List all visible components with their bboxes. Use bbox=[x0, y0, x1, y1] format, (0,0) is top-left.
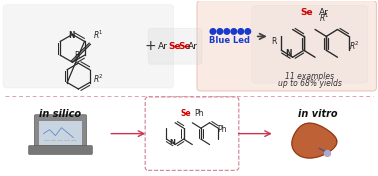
Text: N: N bbox=[285, 49, 292, 58]
Circle shape bbox=[245, 29, 251, 34]
Text: Ar: Ar bbox=[319, 8, 329, 17]
Circle shape bbox=[210, 29, 216, 34]
FancyBboxPatch shape bbox=[3, 5, 174, 88]
Text: Se: Se bbox=[301, 8, 313, 17]
Text: $R^1$: $R^1$ bbox=[319, 11, 330, 24]
Text: Se: Se bbox=[181, 109, 191, 118]
Circle shape bbox=[238, 29, 243, 34]
Text: $R^2$: $R^2$ bbox=[349, 39, 360, 52]
FancyBboxPatch shape bbox=[252, 6, 367, 83]
Circle shape bbox=[224, 29, 230, 34]
Text: Se: Se bbox=[178, 42, 191, 51]
FancyBboxPatch shape bbox=[34, 115, 87, 149]
Text: R: R bbox=[74, 51, 79, 60]
Text: Ph: Ph bbox=[194, 109, 204, 118]
FancyBboxPatch shape bbox=[39, 121, 82, 144]
Polygon shape bbox=[292, 123, 337, 158]
Text: Blue Led: Blue Led bbox=[209, 36, 250, 45]
Text: $R^2$: $R^2$ bbox=[93, 73, 104, 85]
Text: in vitro: in vitro bbox=[298, 109, 337, 119]
Text: +: + bbox=[144, 39, 156, 53]
FancyBboxPatch shape bbox=[197, 1, 376, 91]
Text: 11 examples: 11 examples bbox=[285, 72, 334, 81]
Text: in silico: in silico bbox=[39, 109, 82, 119]
Circle shape bbox=[324, 150, 330, 156]
Text: Ar: Ar bbox=[158, 42, 168, 51]
Text: Ph: Ph bbox=[217, 125, 227, 134]
FancyBboxPatch shape bbox=[145, 97, 239, 170]
Text: N: N bbox=[169, 139, 175, 144]
Text: $R^1$: $R^1$ bbox=[93, 29, 104, 41]
Text: N: N bbox=[68, 31, 75, 40]
Circle shape bbox=[217, 29, 223, 34]
Text: Se: Se bbox=[168, 42, 181, 51]
Text: R: R bbox=[271, 37, 277, 46]
Circle shape bbox=[231, 29, 237, 34]
Text: up to 68% yields: up to 68% yields bbox=[277, 78, 341, 87]
FancyBboxPatch shape bbox=[148, 29, 202, 64]
FancyBboxPatch shape bbox=[29, 146, 92, 155]
Text: Ar: Ar bbox=[188, 42, 198, 51]
